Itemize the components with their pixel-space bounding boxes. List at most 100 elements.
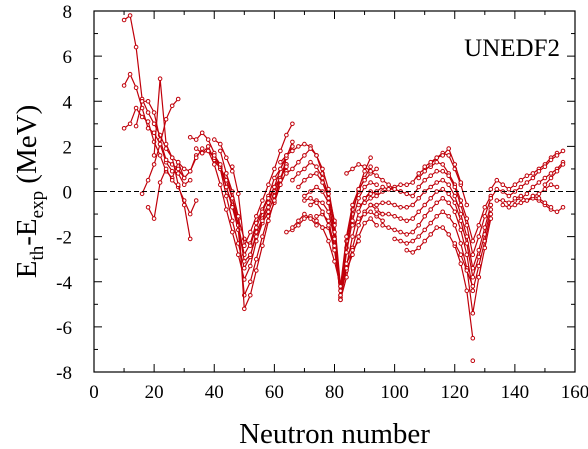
data-point: [458, 227, 464, 233]
series-line: [219, 150, 287, 263]
data-point: [386, 225, 391, 230]
data-point: [356, 216, 361, 221]
data-point: [218, 162, 223, 167]
data-point: [446, 200, 452, 206]
data-point: [380, 200, 385, 206]
data-point: [488, 186, 494, 192]
data-point: [290, 139, 295, 145]
series-40: [470, 358, 476, 364]
data-point: [356, 202, 361, 208]
data-point: [470, 311, 476, 316]
data-point: [410, 202, 416, 208]
data-point: [530, 184, 536, 190]
data-point: [224, 171, 229, 176]
data-point: [470, 284, 476, 289]
data-point: [284, 164, 289, 169]
data-point: [181, 182, 187, 187]
data-point: [253, 256, 259, 262]
data-point: [205, 144, 211, 149]
data-point: [446, 153, 452, 158]
data-point: [296, 171, 301, 176]
data-point: [422, 168, 428, 174]
data-point: [428, 196, 434, 201]
data-point: [392, 236, 397, 242]
data-point: [422, 227, 428, 233]
data-point: [452, 241, 458, 246]
data-point: [410, 216, 416, 221]
x-tick-label: 140: [501, 382, 530, 403]
series-4: [133, 99, 205, 181]
data-point: [386, 186, 391, 192]
series-43: [494, 159, 566, 206]
data-point: [434, 159, 440, 165]
data-point: [350, 218, 355, 224]
chart-marks: [121, 13, 566, 364]
data-point: [458, 261, 464, 267]
data-point: [338, 284, 343, 289]
data-point: [248, 279, 253, 285]
series-34: [380, 196, 494, 294]
data-point: [199, 130, 205, 136]
data-point: [224, 184, 229, 190]
data-point: [506, 193, 512, 199]
y-axis-label-sub2: exp: [27, 191, 48, 218]
series-25: [284, 214, 349, 289]
data-point: [133, 44, 139, 50]
x-tick-label: 120: [441, 382, 470, 403]
data-point: [440, 153, 446, 158]
data-point: [145, 110, 151, 115]
data-point: [542, 175, 548, 181]
data-point: [157, 153, 163, 158]
data-point: [278, 166, 283, 172]
data-point: [260, 218, 265, 224]
data-point: [368, 164, 373, 169]
data-point: [554, 168, 560, 174]
data-point: [500, 202, 506, 208]
data-point: [362, 211, 367, 217]
data-point: [253, 234, 259, 239]
data-point: [284, 153, 289, 158]
data-point: [368, 180, 373, 185]
data-point: [314, 223, 319, 228]
data-point: [320, 166, 325, 172]
data-point: [404, 205, 410, 210]
data-point: [458, 241, 464, 246]
data-point: [181, 166, 187, 172]
series-3: [121, 105, 199, 181]
data-point: [338, 293, 343, 298]
data-point: [302, 166, 307, 172]
y-tick-label: -4: [56, 273, 72, 294]
data-point: [338, 297, 343, 303]
data-point: [151, 121, 157, 127]
data-point: [482, 245, 488, 251]
data-point: [440, 168, 446, 174]
data-point: [320, 175, 325, 181]
data-point: [350, 234, 355, 239]
data-point: [398, 205, 403, 210]
data-point: [410, 250, 416, 255]
data-point: [428, 184, 434, 190]
data-point: [139, 99, 145, 104]
data-point: [248, 263, 253, 269]
data-point: [440, 186, 446, 192]
data-point: [368, 209, 373, 215]
data-point: [320, 225, 325, 230]
data-point: [416, 196, 422, 201]
data-point: [242, 243, 247, 248]
data-point: [145, 177, 151, 183]
data-point: [332, 243, 337, 248]
data-point: [193, 155, 199, 160]
data-point: [392, 186, 397, 192]
data-point: [446, 182, 452, 187]
data-point: [548, 171, 554, 176]
data-point: [374, 211, 379, 217]
data-point: [368, 196, 373, 201]
data-point: [428, 220, 434, 226]
data-point: [266, 196, 271, 201]
series-14: [224, 139, 295, 312]
data-point: [218, 141, 223, 147]
data-point: [169, 103, 175, 109]
data-point: [253, 268, 259, 273]
data-point: [434, 155, 440, 160]
data-point: [524, 191, 530, 197]
